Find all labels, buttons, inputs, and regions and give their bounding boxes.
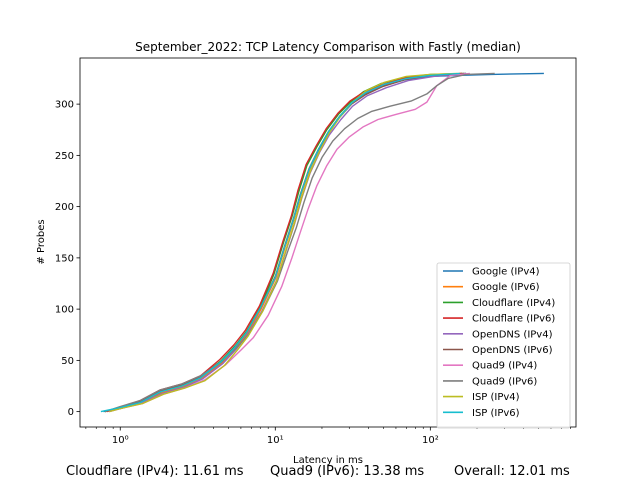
x-axis: 10⁰ 10¹ 10² bbox=[85, 427, 571, 446]
x-tick-label: 10² bbox=[422, 435, 439, 446]
y-tick-label: 300 bbox=[55, 100, 74, 111]
plot-area bbox=[79, 57, 577, 428]
legend-box bbox=[436, 262, 571, 429]
footer-stat-cloudflare-ipv4: Cloudflare (IPv4): 11.61 ms bbox=[66, 464, 244, 479]
legend-label: Google (IPv6) bbox=[472, 282, 540, 293]
legend-label: Quad9 (IPv6) bbox=[472, 376, 537, 387]
x-tick-label: 10⁰ bbox=[112, 435, 129, 446]
y-tick-label: 0 bbox=[68, 407, 74, 418]
footer-stat-quad9-ipv6: Quad9 (IPv6): 13.38 ms bbox=[270, 464, 425, 479]
legend-label: Cloudflare (IPv6) bbox=[472, 314, 555, 325]
legend-label: OpenDNS (IPv4) bbox=[472, 329, 553, 340]
x-axis-label: Latency in ms bbox=[293, 455, 363, 466]
chart-title: September_2022: TCP Latency Comparison w… bbox=[135, 40, 521, 54]
y-axis: 0 50 100 150 200 250 300 bbox=[55, 100, 80, 418]
series-line-6 bbox=[105, 72, 465, 413]
legend-label: OpenDNS (IPv6) bbox=[472, 345, 553, 356]
y-tick-label: 50 bbox=[61, 356, 74, 367]
y-tick-label: 100 bbox=[55, 305, 74, 316]
legend-label: ISP (IPv4) bbox=[472, 392, 520, 403]
legend-label: Cloudflare (IPv4) bbox=[472, 298, 555, 309]
series-line-9 bbox=[109, 72, 458, 413]
series-line-4 bbox=[106, 72, 463, 413]
legend-label: Quad9 (IPv4) bbox=[472, 361, 537, 372]
series-lines bbox=[100, 72, 544, 413]
y-tick-label: 250 bbox=[55, 151, 74, 162]
y-tick-label: 150 bbox=[55, 253, 74, 264]
plot-frame bbox=[79, 57, 577, 428]
legend: Google (IPv4) Google (IPv6) Cloudflare (IP… bbox=[436, 262, 571, 429]
y-tick-label: 200 bbox=[55, 202, 74, 213]
y-axis-label: # Probes bbox=[36, 219, 47, 264]
legend-label: ISP (IPv6) bbox=[472, 408, 520, 419]
footer-stat-overall: Overall: 12.01 ms bbox=[454, 464, 570, 479]
x-tick-label: 10¹ bbox=[267, 435, 284, 446]
series-line-8 bbox=[104, 72, 495, 413]
series-line-10 bbox=[100, 72, 460, 413]
series-line-7 bbox=[109, 72, 470, 413]
legend-label: Google (IPv4) bbox=[472, 267, 540, 278]
